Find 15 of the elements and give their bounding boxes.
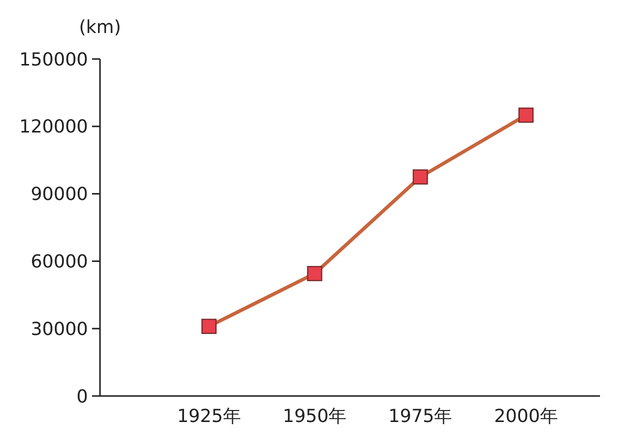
point: [201, 318, 217, 334]
point: [307, 266, 322, 282]
y-tick-label: 30000: [30, 318, 88, 340]
x-tick-label: 2000年: [494, 406, 558, 427]
x-tick-label: 1925年: [177, 406, 241, 427]
x-tick-label: 1975年: [388, 406, 452, 427]
y-tick-label: 0: [76, 386, 88, 408]
y-tick-label: 90000: [30, 184, 88, 206]
y-tick-label: 60000: [30, 252, 88, 272]
x-tick-label: 1950年: [282, 406, 347, 427]
y-axis-title: (km): [78, 17, 122, 38]
y-tick-label: 120000: [19, 116, 88, 138]
y-tick-label: 150000: [19, 49, 88, 70]
point: [518, 108, 534, 123]
point: [412, 169, 428, 185]
